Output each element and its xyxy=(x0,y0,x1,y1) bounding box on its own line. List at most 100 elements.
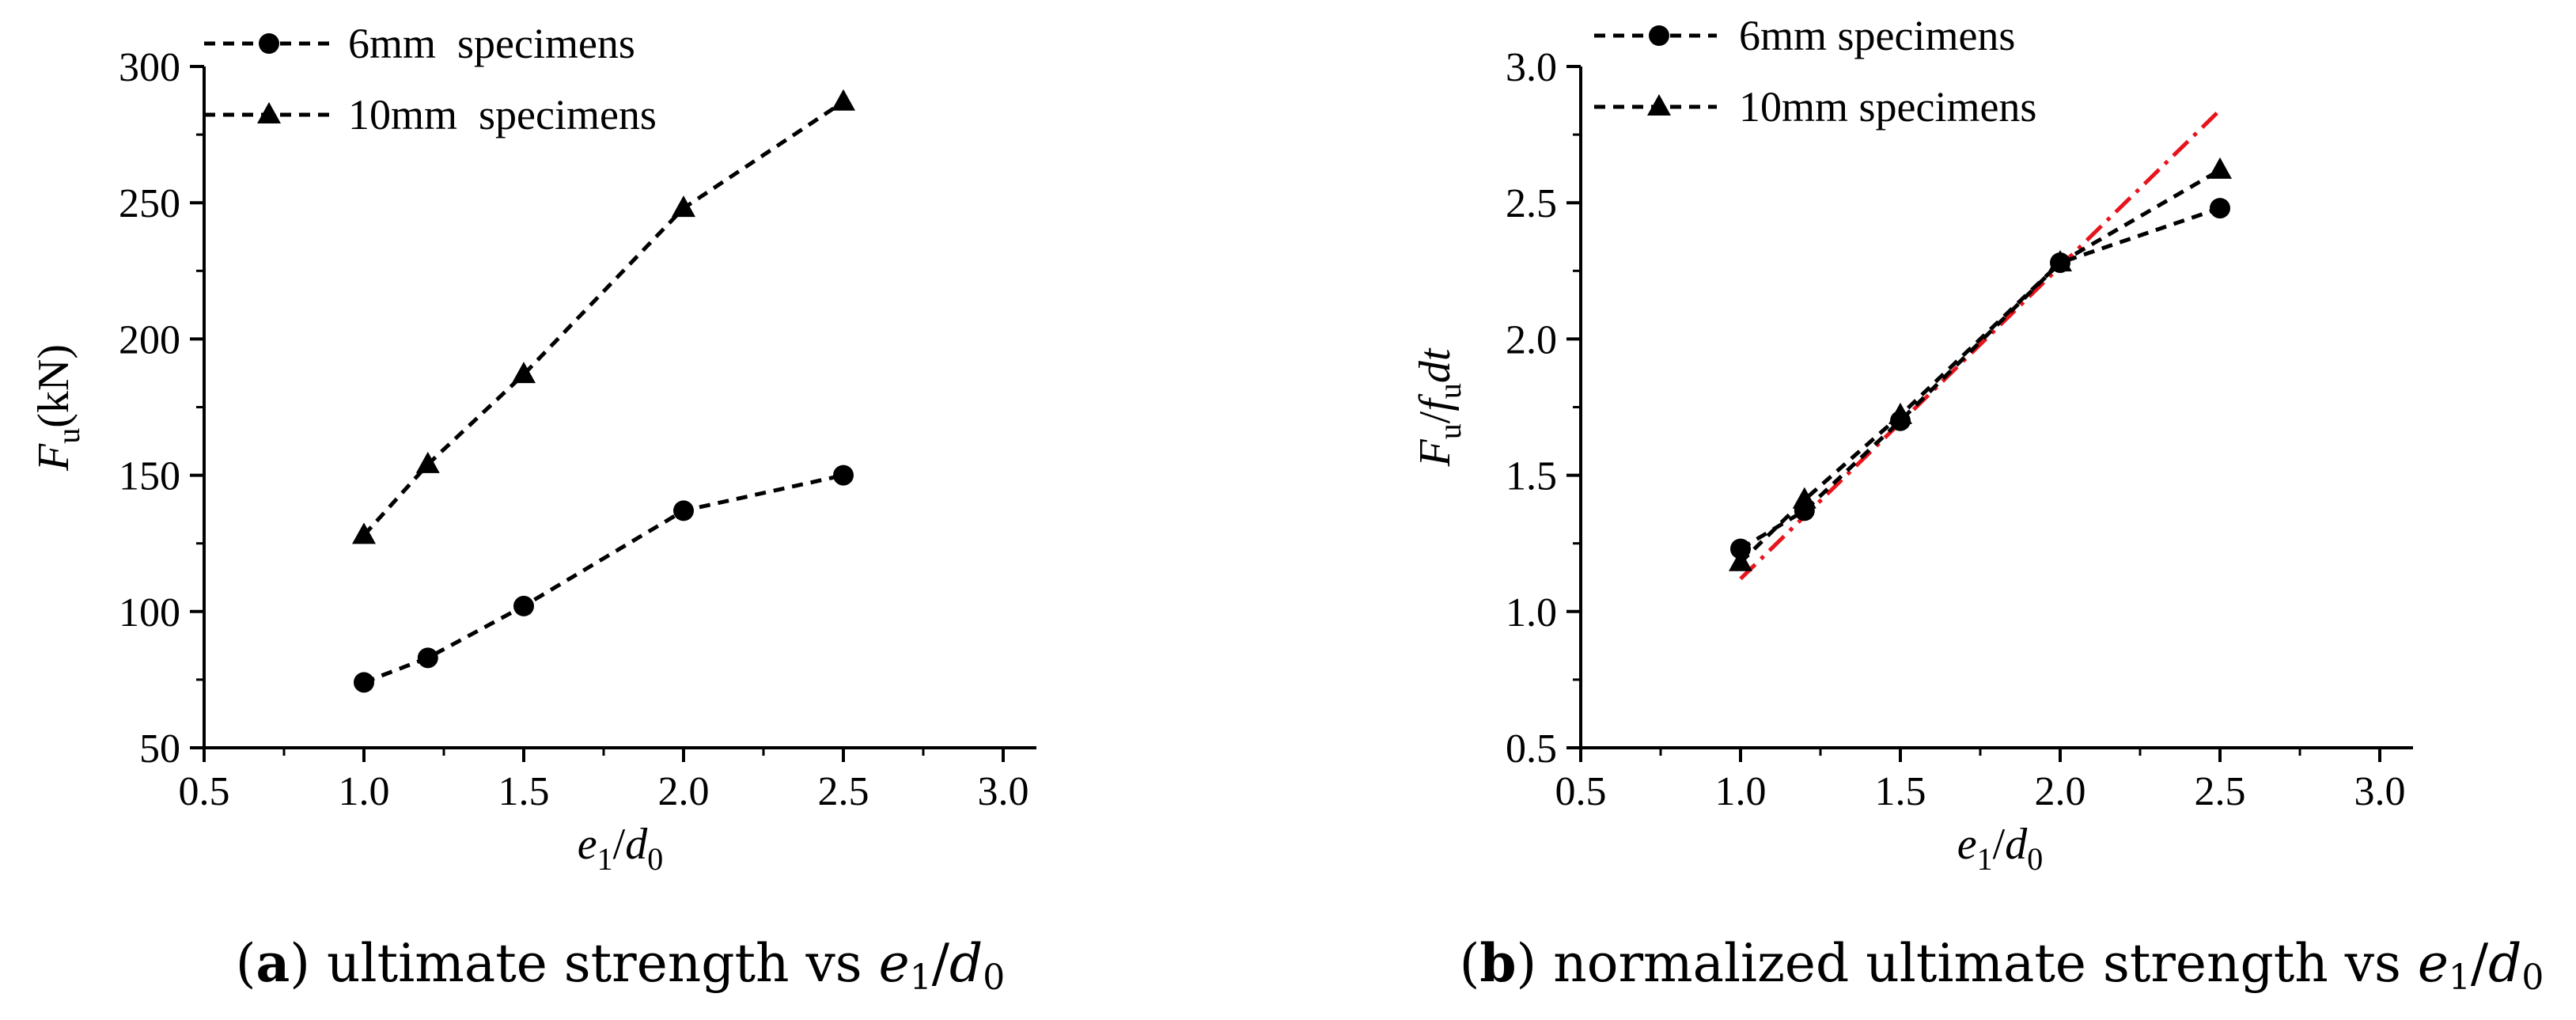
panel-a-caption-label: a xyxy=(256,932,290,994)
legend-b-6mm-label: 6mm specimens xyxy=(1739,12,2015,59)
panel-b-point-10mm xyxy=(1792,487,1816,509)
panel-b-fit xyxy=(1739,108,2222,581)
panel-b-x-tick-label: 3.0 xyxy=(2354,769,2406,814)
panel-a-x-tick-label: 1.5 xyxy=(498,769,550,814)
legend-b-10mm-label: 10mm specimens xyxy=(1739,83,2036,131)
panel-b-caption-var2: d xyxy=(2488,933,2521,994)
panel-b-x-tick-label: 0.5 xyxy=(1555,769,1607,814)
panel-a-x-label-sub2: 0 xyxy=(647,841,663,877)
legend-a-10mm-marker xyxy=(257,102,281,123)
panel-a-caption-var1: e xyxy=(879,933,910,994)
panel-b-caption-sub2: 0 xyxy=(2521,957,2544,998)
panel-b-y-label-sub2: u xyxy=(1432,383,1468,399)
legend-b-6mm-marker xyxy=(1649,25,1669,46)
panel-a-caption-sep: / xyxy=(932,933,950,994)
panel-b-y-tick-label: 1.0 xyxy=(1506,590,1557,635)
panel-a-y-tick-label: 50 xyxy=(139,726,180,772)
panel-a-series xyxy=(352,89,855,693)
panel-b-point-6mm xyxy=(1730,538,1751,559)
panel-a-point-10mm xyxy=(352,522,376,544)
panel-a-y-tick-label: 300 xyxy=(119,45,180,90)
panel-a-x-tick-label: 2.5 xyxy=(818,769,869,814)
panel-b-x-ticks: 0.5 1.0 1.5 2.0 2.5 3.0 xyxy=(1555,748,2406,814)
panel-b-caption-var1: e xyxy=(2418,933,2449,994)
panel-b-caption: (b) normalized ultimate strength vs e1/d… xyxy=(1460,932,2544,998)
panel-a-point-6mm xyxy=(513,595,534,616)
panel-b-x-label-sub: 1 xyxy=(1977,841,1993,877)
panel-b-x-label: e1/d0 xyxy=(1957,820,2043,877)
panel-b-y-label: Fu/fudt xyxy=(1411,347,1468,467)
panel-a-legend: 6mm specimens 10mm specimens xyxy=(204,20,657,138)
panel-b-axes xyxy=(1579,66,2413,749)
panel-b-y-tick-label: 2.0 xyxy=(1506,317,1557,362)
panel-b-point-6mm xyxy=(2210,198,2230,219)
panel-a-series-10mm-line xyxy=(362,100,845,537)
panel-b-y-tick-label: 3.0 xyxy=(1506,45,1557,90)
legend-a-6mm-label: 6mm specimens xyxy=(348,20,635,67)
panel-b-series-6mm-line xyxy=(1739,206,2221,551)
panel-a-point-6mm xyxy=(417,647,438,669)
panel-a-y-tick-label: 150 xyxy=(119,454,180,499)
panel-a-point-10mm xyxy=(832,89,855,111)
panel-a-x-tick-label: 1.0 xyxy=(339,769,390,814)
panel-a-point-6mm xyxy=(354,672,374,693)
panel-a-caption-var2: d xyxy=(949,933,983,994)
panel-b-x-label-sep: / xyxy=(1993,820,2006,869)
panel-b-x-label-main: e xyxy=(1957,820,1977,869)
panel-a-x-label: e1/d0 xyxy=(578,820,663,877)
panel-b-x-tick-label: 1.0 xyxy=(1715,769,1767,814)
panel-b-y-tick-label: 0.5 xyxy=(1506,726,1557,772)
legend-b-10mm-marker xyxy=(1647,94,1671,116)
panel-b-point-10mm xyxy=(2208,157,2232,179)
panel-a-y-tick-label: 250 xyxy=(119,181,180,226)
panel-b-point-10mm xyxy=(2048,249,2072,271)
panel-b-y-label-main: F xyxy=(1411,438,1460,467)
panel-a-series-6mm-line xyxy=(363,473,844,684)
panel-a-x-label-sub: 1 xyxy=(597,841,613,877)
panel-a-y-tick-label: 100 xyxy=(119,590,180,635)
panel-b-caption-sub1: 1 xyxy=(2449,957,2471,998)
panel-b-x-label-sub2: 0 xyxy=(2027,841,2043,877)
panel-a-y-label-rest: (kN) xyxy=(29,344,78,428)
panel-a-point-10mm xyxy=(672,195,695,218)
panel-b-legend: 6mm specimens 10mm specimens xyxy=(1594,12,2036,131)
panel-b-y-ticks: 0.5 1.0 1.5 2.0 2.5 3.0 xyxy=(1506,45,1581,772)
panel-a-y-label-sub: u xyxy=(51,428,86,444)
panel-a-point-6mm xyxy=(673,500,694,521)
panel-a-x-tick-label: 2.0 xyxy=(658,769,710,814)
panel-b-point-10mm xyxy=(1729,549,1752,571)
panel-a-y-label-main: F xyxy=(29,443,78,472)
panel-a-caption-sub1: 1 xyxy=(910,957,932,998)
panel-a-x-label-sep: / xyxy=(613,820,626,869)
panel-a-x-ticks: 0.5 1.0 1.5 2.0 2.5 3.0 xyxy=(179,748,1029,814)
panel-b-x-tick-label: 2.5 xyxy=(2195,769,2246,814)
panel-a-x-tick-label: 3.0 xyxy=(978,769,1029,814)
panel-b-y-label-sub: u xyxy=(1432,423,1468,439)
legend-a-10mm-label: 10mm specimens xyxy=(348,91,657,138)
panel-a-x-label-main2: d xyxy=(625,820,648,869)
panel-b-fit-line xyxy=(1739,108,2222,581)
panel-a-point-6mm xyxy=(833,464,854,486)
panel-b-point-10mm xyxy=(1888,402,1912,424)
panel-b-caption-text: normalized ultimate strength vs xyxy=(1536,933,2418,994)
panel-a-point-10mm xyxy=(512,362,536,384)
panel-b-x-tick-label: 2.0 xyxy=(2035,769,2086,814)
panel-a-caption-sub2: 0 xyxy=(983,957,1005,998)
panel-b-x-label-main2: d xyxy=(2005,820,2028,869)
panel-b-x-tick-label: 1.5 xyxy=(1875,769,1926,814)
panel-a-caption-text: ultimate strength vs xyxy=(310,933,879,994)
panel-b: 0.5 1.0 1.5 2.0 2.5 3.0 0.5 1.0 1.5 2.0 2.5 3.0 6m… xyxy=(1411,12,2544,998)
panel-a-y-tick-label: 200 xyxy=(119,317,180,362)
legend-a-6mm-marker xyxy=(259,33,279,54)
panel-a-caption: (a) ultimate strength vs e1/d0 xyxy=(236,932,1005,998)
panel-a-x-label-main: e xyxy=(578,820,597,869)
panel-b-caption-sep: / xyxy=(2471,933,2489,994)
panel-a-axes xyxy=(203,66,1036,749)
panel-a-y-ticks: 50 100 150 200 250 300 xyxy=(119,45,204,772)
panel-b-y-label-tail: dt xyxy=(1411,347,1460,383)
panel-b-series xyxy=(1729,157,2232,571)
panel-a-point-10mm xyxy=(415,451,440,473)
panel-b-y-tick-label: 1.5 xyxy=(1506,454,1557,499)
